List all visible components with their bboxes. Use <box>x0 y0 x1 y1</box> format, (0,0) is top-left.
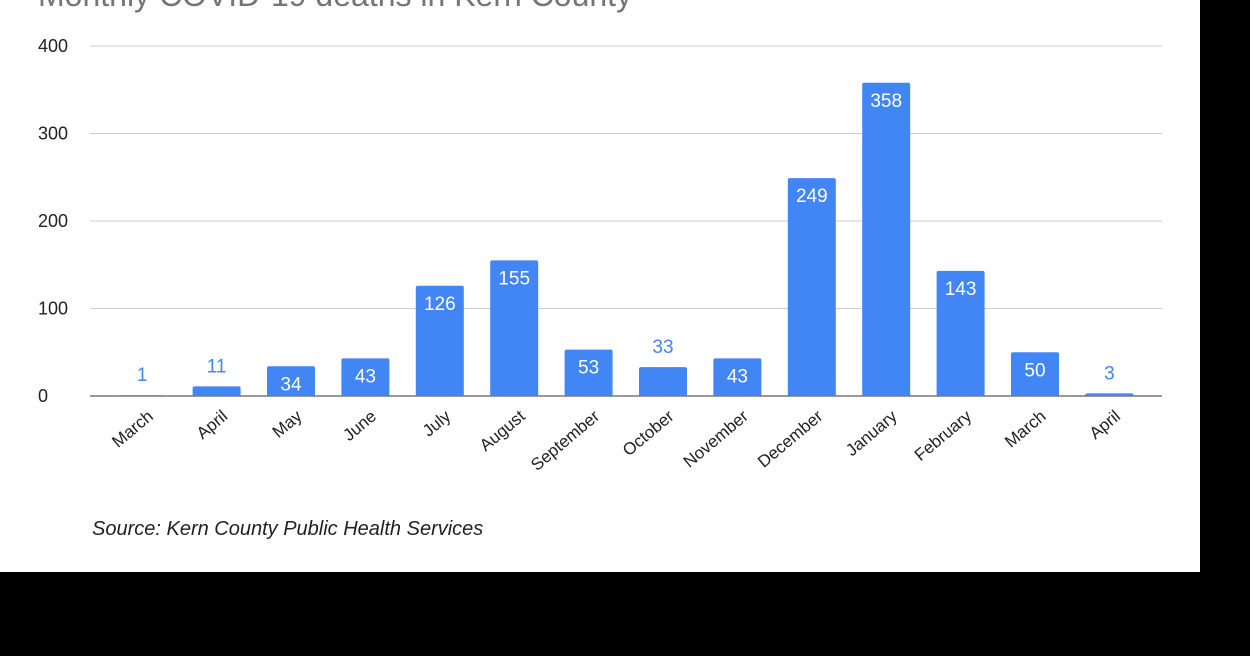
bar <box>564 349 613 396</box>
chart-title: Monthly COVID-19 deaths in Kern County <box>38 0 632 13</box>
y-tick-label: 0 <box>38 386 48 406</box>
bar <box>1085 393 1134 396</box>
bar <box>341 358 390 396</box>
bar <box>713 358 762 396</box>
data-label: 33 <box>652 337 673 358</box>
bar <box>267 366 315 396</box>
bar <box>639 367 687 396</box>
bar <box>415 285 464 396</box>
data-label: 249 <box>796 186 828 207</box>
data-label: 126 <box>424 294 456 315</box>
data-label: 43 <box>727 366 748 387</box>
data-label: 53 <box>578 358 599 379</box>
bar <box>787 178 836 396</box>
y-tick-label: 400 <box>38 36 68 56</box>
bar <box>936 270 985 396</box>
data-label: 50 <box>1024 360 1045 381</box>
data-label: 155 <box>498 268 530 289</box>
y-tick-label: 300 <box>38 124 68 144</box>
data-label: 143 <box>945 279 977 300</box>
bar <box>862 82 911 396</box>
data-label: 358 <box>870 91 902 112</box>
source-note: Source: Kern County Public Health Servic… <box>92 518 483 540</box>
data-label: 3 <box>1104 363 1115 384</box>
data-label: 11 <box>207 356 227 377</box>
data-label: 43 <box>355 366 376 387</box>
bar <box>118 395 167 396</box>
chart-background <box>0 0 1200 572</box>
data-label: 34 <box>280 374 302 395</box>
y-tick-label: 200 <box>38 211 68 231</box>
bar <box>1011 352 1059 396</box>
data-label: 1 <box>137 365 148 386</box>
y-tick-label: 100 <box>38 299 68 319</box>
bar <box>192 386 241 396</box>
bar <box>490 260 539 396</box>
